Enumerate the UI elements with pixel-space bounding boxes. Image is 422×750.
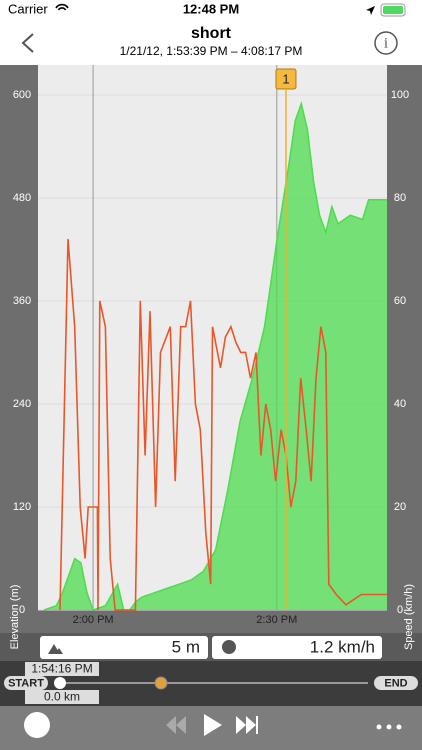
- y2-tick-label: 0: [397, 604, 403, 616]
- speed-line: [59, 239, 387, 611]
- y-tick-label: 600: [13, 89, 31, 101]
- mountain-icon: [48, 644, 63, 654]
- y2-tick-label: 60: [394, 295, 406, 307]
- more-button[interactable]: [376, 724, 402, 730]
- x-tick-label: 2:00 PM: [73, 614, 114, 626]
- battery-level: [383, 6, 403, 14]
- gauge-icon: [222, 640, 236, 654]
- y-tick-label: 240: [13, 398, 31, 410]
- y-axis-label: Elevation (m): [9, 585, 21, 650]
- info-button[interactable]: [374, 31, 398, 55]
- battery: [380, 3, 406, 17]
- info-glyph: i: [384, 35, 388, 51]
- rewind-button[interactable]: [166, 716, 186, 734]
- elevation-value: 5 m: [172, 637, 200, 656]
- marker-knob[interactable]: [154, 676, 168, 690]
- end-label: END: [384, 677, 407, 689]
- back-button[interactable]: [21, 33, 34, 53]
- subtitle: 1/21/12, 1:53:39 PM – 4:08:17 PM: [120, 44, 303, 58]
- end-button[interactable]: [374, 676, 418, 690]
- plot: [38, 65, 387, 611]
- forward-button[interactable]: [236, 716, 258, 734]
- distance-box: [25, 690, 99, 704]
- y-tick-label: 360: [13, 295, 31, 307]
- start-label: START: [8, 677, 44, 689]
- y2-tick-label: 80: [394, 192, 406, 204]
- wifi-icon: [55, 3, 69, 11]
- y2-axis-label: Speed (km/h): [403, 584, 415, 650]
- play-button[interactable]: [204, 714, 222, 736]
- area-line: [43, 100, 387, 611]
- marker-label: 1: [282, 71, 289, 86]
- y-tick-label: 120: [13, 501, 31, 513]
- start-button[interactable]: [4, 676, 48, 690]
- y2-tick-label: 20: [394, 501, 406, 513]
- globe-button[interactable]: [24, 712, 50, 738]
- y2-tick-label: 40: [394, 398, 406, 410]
- y2-tick-label: 100: [391, 89, 409, 101]
- title: short: [191, 25, 232, 42]
- x-tick-label: 2:30 PM: [256, 614, 297, 626]
- elevation-box: [40, 636, 208, 659]
- location-icon: [366, 6, 375, 15]
- distance: 0.0 km: [44, 690, 80, 704]
- y-tick-label: 0: [19, 604, 25, 616]
- scrub-time: 1:54:16 PM: [31, 662, 92, 676]
- slider-knob[interactable]: [54, 677, 66, 689]
- carrier: Carrier: [8, 1, 48, 16]
- y-tick-label: 480: [13, 192, 31, 204]
- time-box: [25, 662, 99, 676]
- header-bg: [0, 0, 422, 65]
- speed-box: [212, 636, 382, 659]
- marker-flag: [275, 68, 297, 90]
- area-fill: [44, 103, 387, 610]
- clock: 12:48 PM: [183, 1, 239, 16]
- speed-value: 1.2 km/h: [310, 637, 375, 656]
